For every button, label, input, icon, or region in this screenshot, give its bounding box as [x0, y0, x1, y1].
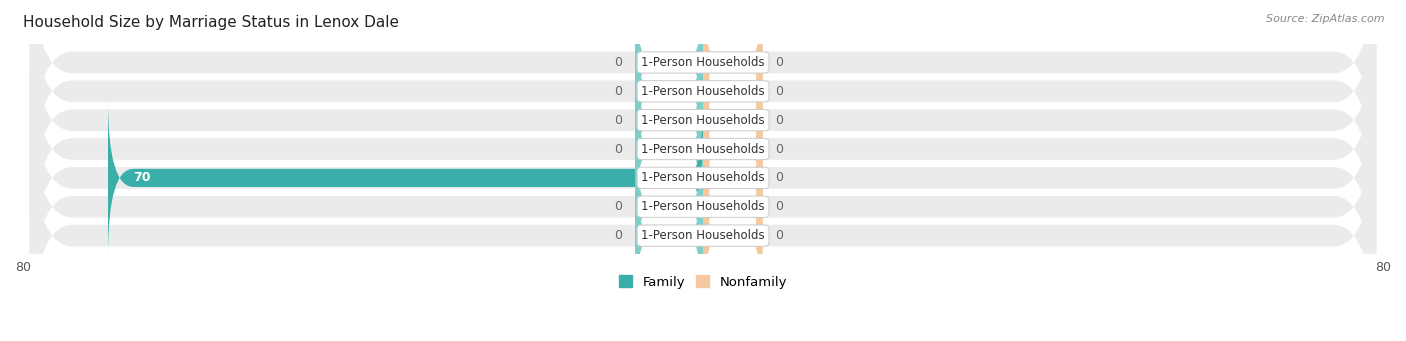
FancyBboxPatch shape	[703, 0, 762, 140]
Text: 0: 0	[614, 114, 623, 127]
Text: 0: 0	[775, 85, 783, 98]
Legend: Family, Nonfamily: Family, Nonfamily	[613, 270, 793, 294]
Text: 1-Person Households: 1-Person Households	[641, 143, 765, 155]
Text: Household Size by Marriage Status in Lenox Dale: Household Size by Marriage Status in Len…	[22, 15, 399, 30]
Text: 0: 0	[775, 114, 783, 127]
Text: 0: 0	[614, 143, 623, 155]
FancyBboxPatch shape	[30, 0, 1376, 225]
Text: 0: 0	[775, 200, 783, 213]
Text: 0: 0	[614, 200, 623, 213]
FancyBboxPatch shape	[703, 100, 762, 255]
Text: 1-Person Households: 1-Person Households	[641, 229, 765, 242]
FancyBboxPatch shape	[30, 73, 1376, 340]
FancyBboxPatch shape	[636, 43, 703, 198]
Text: 1-Person Households: 1-Person Households	[641, 200, 765, 213]
Text: 0: 0	[775, 172, 783, 184]
FancyBboxPatch shape	[636, 158, 703, 313]
FancyBboxPatch shape	[30, 44, 1376, 311]
Text: 0: 0	[614, 56, 623, 69]
FancyBboxPatch shape	[30, 0, 1376, 254]
Text: 0: 0	[614, 85, 623, 98]
FancyBboxPatch shape	[703, 72, 762, 226]
Text: 0: 0	[775, 56, 783, 69]
Text: Source: ZipAtlas.com: Source: ZipAtlas.com	[1267, 14, 1385, 24]
FancyBboxPatch shape	[703, 14, 762, 169]
FancyBboxPatch shape	[30, 0, 1376, 196]
FancyBboxPatch shape	[703, 43, 762, 198]
FancyBboxPatch shape	[703, 129, 762, 284]
Text: 0: 0	[775, 229, 783, 242]
Text: 70: 70	[134, 172, 150, 184]
FancyBboxPatch shape	[30, 102, 1376, 341]
FancyBboxPatch shape	[636, 72, 703, 226]
Text: 1-Person Households: 1-Person Households	[641, 56, 765, 69]
FancyBboxPatch shape	[636, 129, 703, 284]
Text: 0: 0	[775, 143, 783, 155]
Text: 1-Person Households: 1-Person Households	[641, 114, 765, 127]
FancyBboxPatch shape	[636, 14, 703, 169]
Text: 1-Person Households: 1-Person Households	[641, 85, 765, 98]
FancyBboxPatch shape	[703, 158, 762, 313]
FancyBboxPatch shape	[108, 100, 703, 255]
Text: 0: 0	[614, 229, 623, 242]
Text: 1-Person Households: 1-Person Households	[641, 172, 765, 184]
FancyBboxPatch shape	[30, 16, 1376, 282]
FancyBboxPatch shape	[636, 0, 703, 140]
